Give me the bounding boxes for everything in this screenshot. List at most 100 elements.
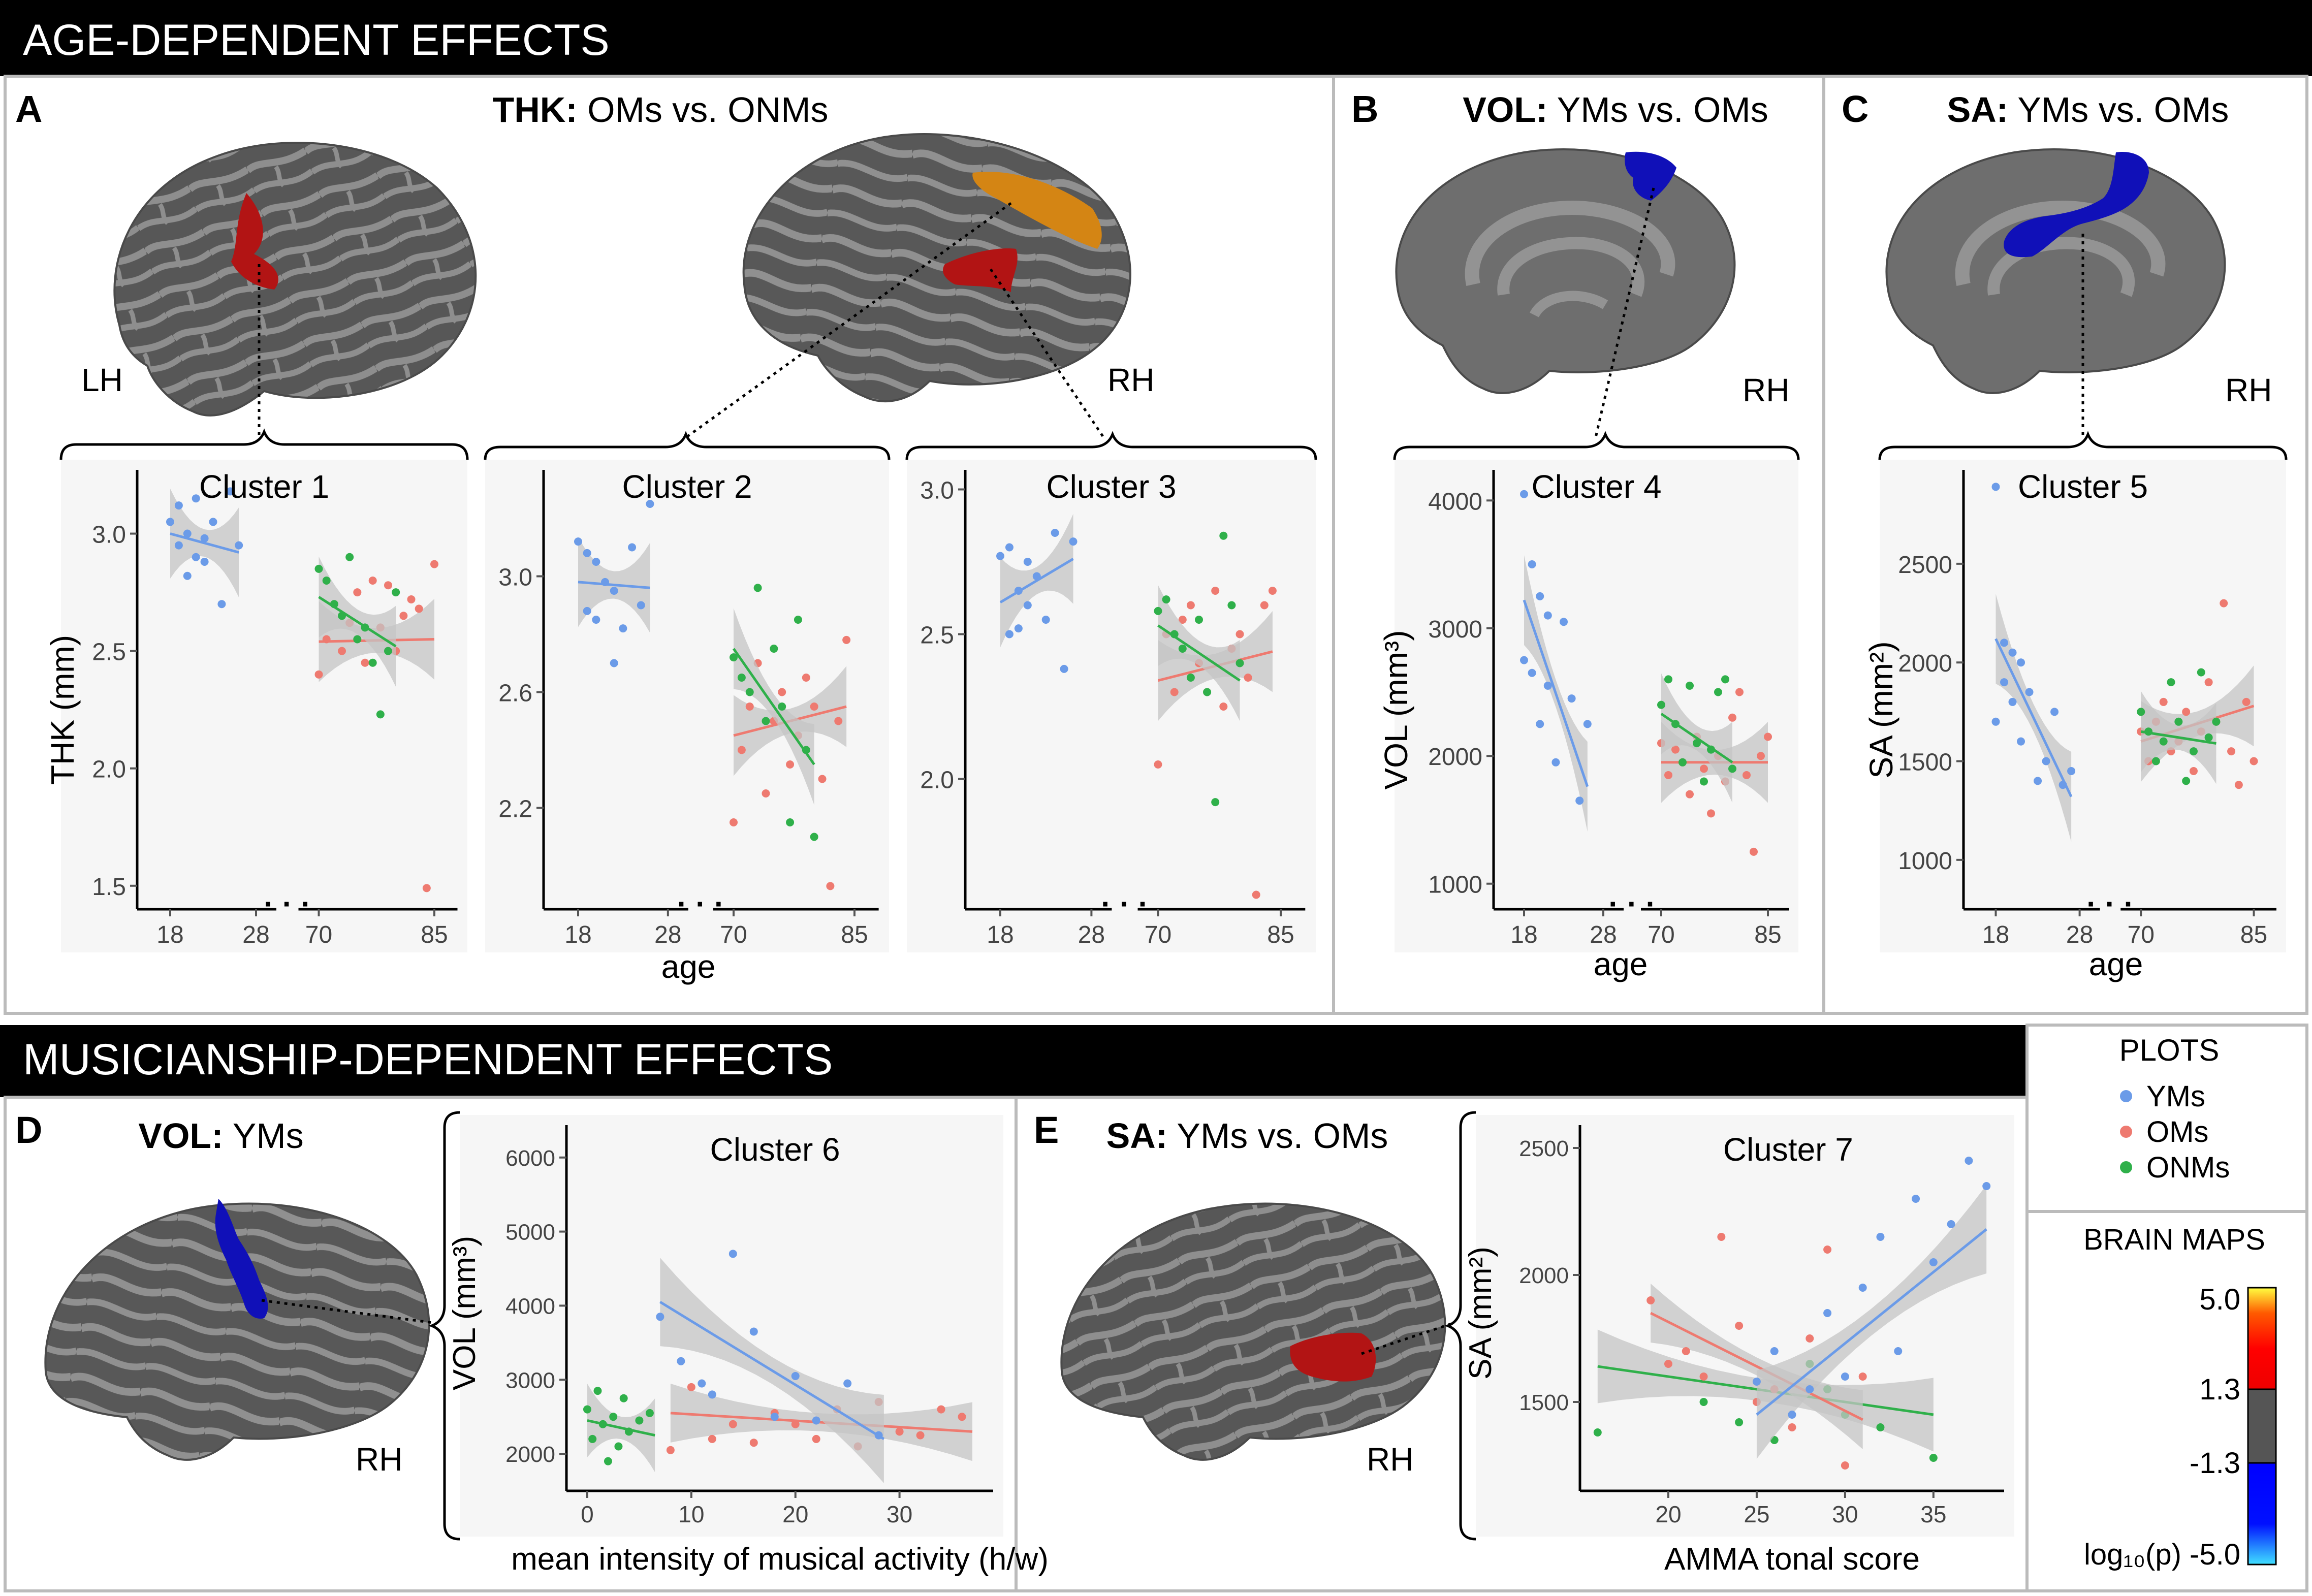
onms-fit-line [587, 1419, 655, 1437]
yms-point [729, 1250, 737, 1258]
panel-a-letter: A [15, 88, 42, 130]
yms-point [610, 659, 618, 667]
onms-point [1154, 607, 1162, 615]
oms-point [1646, 1296, 1655, 1304]
x-tick-label: 30 [1832, 1501, 1858, 1527]
yms-point [656, 1313, 664, 1321]
plot-background [1395, 460, 1798, 952]
panel-a-title: THK: OMs vs. ONMs [492, 90, 828, 130]
colorbar [2247, 1287, 2277, 1566]
yms-point [226, 487, 235, 496]
onms-point [762, 717, 770, 725]
oms-point [916, 1431, 925, 1440]
yms-point [1770, 1347, 1779, 1355]
oms-point [2182, 708, 2191, 716]
yms-point [583, 549, 591, 557]
yms-point [610, 587, 618, 595]
onms-point [609, 1413, 618, 1421]
x-tick-label: 70 [305, 921, 332, 948]
onms-point [1162, 595, 1170, 604]
panel-d-letter: D [15, 1109, 42, 1151]
y-tick-label: 1000 [1428, 872, 1482, 899]
plot-background [907, 460, 1316, 952]
onms-point [1728, 764, 1736, 773]
oms-point [1728, 713, 1736, 722]
yms-fit-line [1523, 599, 1589, 787]
scale-max: 5.0 [2199, 1283, 2240, 1316]
onms-point [583, 1405, 591, 1414]
yms-point [183, 571, 192, 580]
x-tick-label: 28 [2066, 921, 2093, 948]
x-tick-label: 30 [886, 1501, 912, 1527]
yms-point [1005, 543, 1014, 552]
onms-fit-line [2140, 730, 2216, 745]
connector-cluster6 [261, 1299, 437, 1325]
yms-point [2017, 658, 2025, 667]
oms-point [353, 588, 362, 597]
yms-fit-line [1756, 1228, 1987, 1416]
oms-point [1858, 1372, 1867, 1381]
yms-point [1876, 1233, 1885, 1241]
oms-point [1154, 760, 1162, 769]
oms-point [2234, 781, 2243, 789]
x-tick-label: 85 [1754, 921, 1781, 948]
oms-point [2242, 697, 2251, 706]
yms-point [646, 500, 654, 508]
plot-title: Cluster 4 [1531, 468, 1661, 505]
y-axis-label: THK (mm) [44, 635, 81, 785]
yms-point [698, 1379, 706, 1388]
y-tick-label: 2500 [1519, 1136, 1569, 1161]
oms-point [1735, 1322, 1744, 1330]
oms-point [1268, 587, 1277, 595]
yms-point [1806, 1385, 1814, 1393]
onms-point [614, 1442, 623, 1451]
oms-point [937, 1405, 945, 1414]
brain-rh-medial-c [1885, 148, 2226, 394]
oms-point [826, 882, 835, 890]
x-tick-label: 85 [2240, 921, 2267, 948]
oms-point [1236, 630, 1244, 639]
onms-point [2159, 737, 2168, 746]
yms-point [1069, 537, 1078, 546]
yms-point [791, 1371, 800, 1380]
oms-point [1682, 1347, 1690, 1355]
oms-point [834, 717, 843, 725]
yms-point [1536, 720, 1544, 728]
onms-point [794, 616, 802, 624]
yms-fit-line [1994, 638, 2073, 797]
oms-point [1252, 890, 1260, 899]
y-axis-label: VOL (mm³) [447, 1236, 482, 1390]
cluster6-plot: 2000 3000 4000 5000 6000 0 10 20 30 Cluster 6 mean… [447, 1115, 1049, 1577]
age-header-bar [0, 0, 2312, 76]
y-tick-label: 2.6 [498, 680, 532, 707]
yms-point [200, 534, 209, 542]
axis-break: · · · [677, 887, 724, 921]
onms-point [1203, 688, 1212, 696]
oms-point [1664, 1360, 1672, 1368]
oms-point [791, 1420, 800, 1428]
yms-point [2025, 688, 2034, 696]
yms-point [1912, 1195, 1920, 1203]
yms-point [1543, 681, 1552, 690]
oms-point [1699, 1372, 1708, 1381]
yms-point [1060, 664, 1068, 673]
yms-point [2042, 757, 2050, 765]
yms-fit-line [578, 581, 650, 589]
onms-point [1664, 675, 1672, 684]
x-tick-label: 85 [421, 921, 448, 948]
yms-point [2034, 777, 2042, 785]
yms-point [166, 518, 174, 526]
y-tick-label: 1500 [1898, 749, 1952, 776]
rh-label-d: RH [356, 1441, 402, 1478]
panel-a-xlabel: age [661, 948, 716, 985]
axis-break: · · · [2086, 887, 2134, 921]
rh-label-e: RH [1367, 1441, 1413, 1478]
oms-point [1178, 616, 1187, 624]
oms-point [729, 1420, 737, 1428]
yms-point [592, 558, 600, 566]
x-tick-label: 85 [841, 921, 868, 948]
onms-point [810, 833, 818, 841]
oms-point [361, 658, 369, 667]
panel-e-title: SA: YMs vs. OMs [1106, 1116, 1388, 1156]
onms-point [588, 1434, 597, 1443]
